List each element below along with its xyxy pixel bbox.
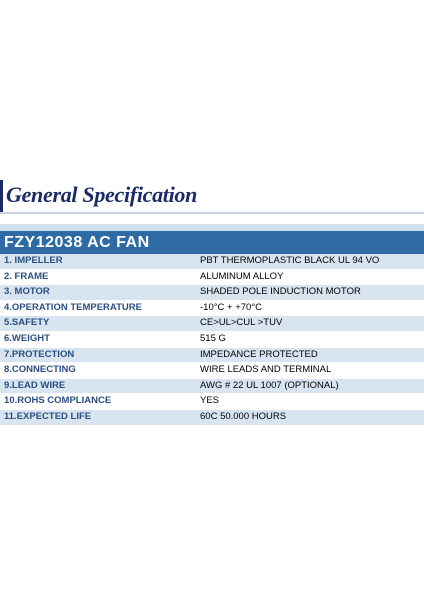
section-title: General Specification <box>6 182 198 207</box>
product-header: FZY12038 AC FAN <box>0 231 424 254</box>
spec-label: 1. IMPELLER <box>0 254 196 270</box>
spec-label: 4.OPERATION TEMPERATURE <box>0 300 196 317</box>
spec-value: PBT THERMOPLASTIC BLACK UL 94 VO <box>196 254 424 270</box>
spec-label: 6.WEIGHT <box>0 331 196 348</box>
spec-label: 7.PROTECTION <box>0 347 196 364</box>
table-row: 4.OPERATION TEMPERATURE -10°C + +70°C <box>0 300 424 317</box>
spec-value: SHADED POLE INDUCTION MOTOR <box>196 284 424 301</box>
spec-value: YES <box>196 393 424 410</box>
spec-label: 9.LEAD WIRE <box>0 378 196 395</box>
spec-value: WIRE LEADS AND TERMINAL <box>196 362 424 379</box>
table-row: 2. FRAME ALUMINUM ALLOY <box>0 269 424 286</box>
spec-value: 515 G <box>196 331 424 348</box>
title-accent-bar <box>0 180 3 214</box>
spec-label: 2. FRAME <box>0 269 196 286</box>
table-row: 10.ROHS COMPLIANCE YES <box>0 393 424 410</box>
table-row: 1. IMPELLER PBT THERMOPLASTIC BLACK UL 9… <box>0 254 424 270</box>
spec-label: 5.SAFETY <box>0 315 196 332</box>
spec-value: -10°C + +70°C <box>196 300 424 317</box>
spec-table: 1. IMPELLER PBT THERMOPLASTIC BLACK UL 9… <box>0 254 424 426</box>
title-divider <box>0 212 424 214</box>
table-row: 11.EXPECTED LIFE 60C 50.000 HOURS <box>0 409 424 426</box>
table-row: 6.WEIGHT 515 G <box>0 331 424 348</box>
spec-value: ALUMINUM ALLOY <box>196 269 424 286</box>
spec-value: 60C 50.000 HOURS <box>196 409 424 426</box>
table-row: 3. MOTOR SHADED POLE INDUCTION MOTOR <box>0 284 424 301</box>
spec-value: AWG # 22 UL 1007 (OPTIONAL) <box>196 378 424 395</box>
spec-label: 11.EXPECTED LIFE <box>0 409 196 426</box>
spec-label: 3. MOTOR <box>0 284 196 301</box>
table-row: 8.CONNECTING WIRE LEADS AND TERMINAL <box>0 362 424 379</box>
spec-label: 8.CONNECTING <box>0 362 196 379</box>
header-top-stripe <box>0 224 424 231</box>
table-row: 5.SAFETY CE>UL>CUL >TUV <box>0 315 424 332</box>
spec-value: IMPEDANCE PROTECTED <box>196 347 424 364</box>
table-row: 7.PROTECTION IMPEDANCE PROTECTED <box>0 347 424 364</box>
spec-label: 10.ROHS COMPLIANCE <box>0 393 196 410</box>
table-row: 9.LEAD WIRE AWG # 22 UL 1007 (OPTIONAL) <box>0 378 424 395</box>
spec-value: CE>UL>CUL >TUV <box>196 315 424 332</box>
